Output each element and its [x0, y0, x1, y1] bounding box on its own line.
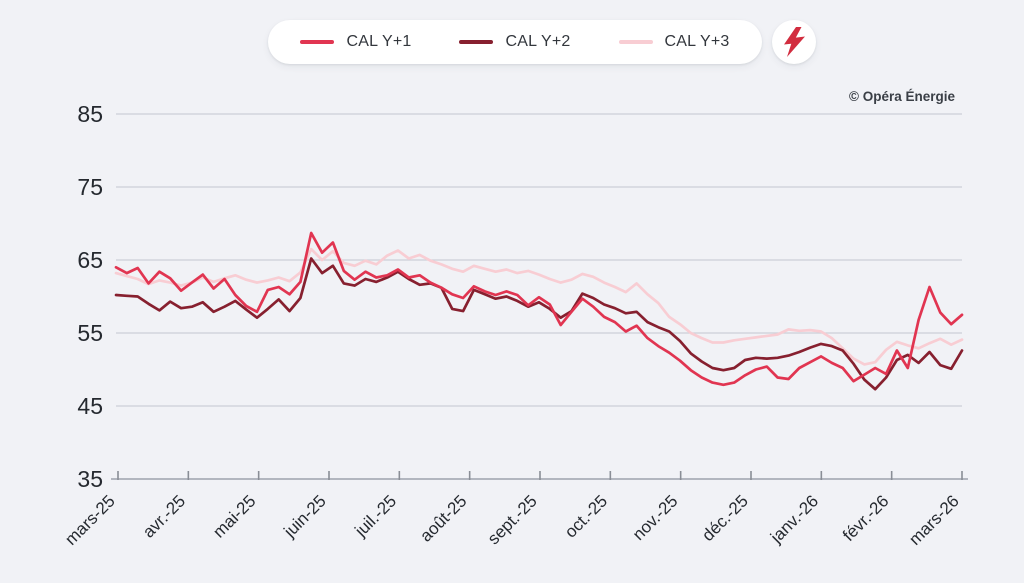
- x-axis-label: mars-26: [905, 491, 963, 549]
- x-axis-label: mars-25: [61, 491, 119, 549]
- x-axis-label: juil.-25: [351, 491, 401, 541]
- y-axis-label: 45: [77, 393, 103, 419]
- series-line-cal-y-3: [114, 247, 964, 366]
- y-axis-label: 55: [77, 320, 103, 346]
- brand-logo: [771, 20, 816, 64]
- x-axis-label: août-25: [416, 491, 470, 545]
- x-axis-label: janv.-26: [766, 491, 822, 547]
- x-axis-label: oct.-25: [561, 491, 611, 541]
- legend-swatch-cal-y1: [300, 40, 335, 44]
- legend-item-cal-y1[interactable]: CAL Y+1: [300, 33, 411, 51]
- x-axis-label: avr.-25: [139, 491, 189, 541]
- legend-label-cal-y1: CAL Y+1: [346, 33, 412, 50]
- legend-swatch-cal-y2: [459, 40, 494, 44]
- copyright-text: © Opéra Énergie: [849, 89, 955, 104]
- y-axis-label: 85: [77, 101, 103, 127]
- x-axis-label: sept.-25: [484, 491, 541, 548]
- x-axis-label: mai-25: [209, 491, 259, 541]
- x-axis-label: juin-25: [280, 491, 330, 541]
- y-axis-label: 75: [77, 174, 103, 200]
- lightning-bolt-icon: [783, 27, 805, 57]
- legend-pill: CAL Y+1 CAL Y+2 CAL Y+3: [268, 20, 762, 64]
- series-line-cal-y-2: [114, 257, 964, 391]
- legend-item-cal-y3[interactable]: CAL Y+3: [618, 33, 730, 51]
- y-axis-label: 35: [77, 466, 103, 492]
- x-axis-label: févr.-26: [839, 491, 893, 545]
- y-axis-label: 65: [77, 247, 103, 273]
- series-line-cal-y-1: [114, 231, 964, 387]
- legend: CAL Y+1 CAL Y+2 CAL Y+3: [30, 20, 1024, 64]
- legend-label-cal-y3: CAL Y+3: [664, 33, 730, 50]
- legend-item-cal-y2[interactable]: CAL Y+2: [459, 33, 570, 51]
- x-axis-label: déc.-25: [698, 491, 752, 545]
- legend-label-cal-y2: CAL Y+2: [505, 33, 571, 50]
- x-axis-label: nov.-25: [629, 491, 682, 544]
- legend-swatch-cal-y3: [618, 40, 653, 44]
